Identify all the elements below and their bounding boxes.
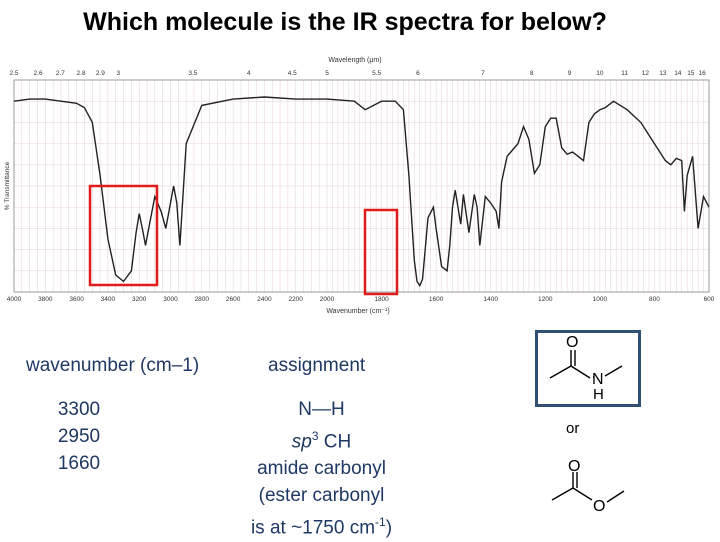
- top-tick-label: 16: [699, 70, 707, 77]
- bottom-tick-label: 3600: [69, 296, 84, 303]
- highlight-box-carbonyl: [363, 208, 399, 296]
- x-axis-label: Wavenumber (cm⁻¹): [326, 308, 389, 315]
- bottom-tick-label: 2000: [320, 296, 335, 303]
- amide-h-label: H: [593, 386, 604, 403]
- amide-structure: O N H: [549, 334, 623, 403]
- y-axis-label: % Transmittance: [4, 161, 11, 210]
- bottom-tick-label: 2800: [195, 296, 210, 303]
- assignment-sp3-prefix: sp: [291, 431, 312, 453]
- bottom-tick-label: 3200: [132, 296, 147, 303]
- spectrum-trace: [13, 96, 710, 288]
- assignment-sp3-suffix: CH: [318, 431, 352, 453]
- top-tick-label: 2.5: [9, 70, 18, 77]
- bottom-tick-label: 2600: [226, 296, 241, 303]
- assignment-ester-line2: is at ~1750 cm-1): [234, 509, 409, 541]
- top-tick-label: 9: [568, 70, 572, 77]
- top-tick-label: 4: [247, 70, 251, 77]
- top-tick-label: 5.5: [372, 70, 381, 77]
- bottom-tick-label: 1400: [483, 296, 498, 303]
- top-tick-label: 4.5: [288, 70, 297, 77]
- bottom-tick-label: 1800: [374, 296, 389, 303]
- bottom-tick-label: 3000: [163, 296, 178, 303]
- amide-n-label: N: [592, 371, 604, 388]
- top-tick-label: 2.9: [96, 70, 105, 77]
- bottom-tick-label: 3400: [101, 296, 116, 303]
- assignment-nh: N—H: [298, 399, 345, 420]
- assignment-sp3: sp3 CH: [234, 423, 409, 455]
- top-tick-label: 14: [674, 70, 682, 77]
- top-tick-label: 8: [530, 70, 534, 77]
- bottom-tick-label: 3800: [38, 296, 53, 303]
- slide-title: Which molecule is the IR spectra for bel…: [83, 8, 607, 36]
- top-axis-ticks: 2.5 2.6 2.7 2.8 2.9 3 3.5 4 4.5 5 5.5 6 7 8 9 10 11 12 13 1…: [9, 70, 706, 77]
- bottom-tick-label: 2400: [257, 296, 272, 303]
- assignment-sp3-sup: 3: [311, 429, 319, 443]
- top-tick-label: 6: [416, 70, 420, 77]
- ester-o-label: O: [593, 498, 605, 515]
- ester-structure: O O: [551, 458, 625, 515]
- top-tick-label: 10: [596, 70, 604, 77]
- assignment-ester-line1: (ester carbonyl: [258, 485, 385, 507]
- bottom-tick-label: 2200: [288, 296, 303, 303]
- top-tick-label: 13: [659, 70, 667, 77]
- assignment-amide: amide carbonyl: [257, 458, 386, 480]
- bottom-tick-label: 800: [649, 296, 660, 303]
- top-tick-label: 3.5: [188, 70, 197, 77]
- ester-o-top-label: O: [568, 458, 580, 475]
- bottom-tick-label: 1200: [538, 296, 553, 303]
- ir-spectrum-chart: Wavelength (μm) 2.5 2.6 2.7 2.8 2.9 3 3.5 4 4.5 5…: [4, 57, 715, 315]
- bottom-tick-label: 600: [704, 296, 715, 303]
- amide-molecule-box: [535, 330, 641, 407]
- wavenumber-list: 3300 2950 1660: [54, 396, 104, 477]
- top-tick-label: 15: [687, 70, 695, 77]
- top-tick-label: 2.8: [77, 70, 86, 77]
- top-tick-label: 3: [117, 70, 121, 77]
- top-tick-label: 2.7: [56, 70, 65, 77]
- top-tick-label: 7: [481, 70, 485, 77]
- assignment-ester-sup: -1: [375, 515, 386, 530]
- amide-o-label: O: [566, 334, 578, 351]
- assignment-ester-suffix: ): [385, 517, 393, 539]
- assignment-list: N—H sp3 CH amide carbonyl (ester carbony…: [234, 396, 409, 542]
- wavenumber-value: 3300: [57, 399, 101, 420]
- top-tick-label: 5: [325, 70, 329, 77]
- plot-frame: [13, 79, 710, 293]
- bottom-axis-ticks: 4000 3800 3600 3400 3200 3000 2800 2600 2400 2200…: [7, 296, 715, 303]
- wavenumber-value: 1660: [57, 453, 101, 474]
- bottom-tick-label: 1000: [593, 296, 608, 303]
- bottom-tick-label: 1600: [429, 296, 444, 303]
- highlight-box-nh-ch: [88, 184, 159, 287]
- wavenumber-value: 2950: [57, 426, 101, 447]
- top-axis-label: Wavelength (μm): [328, 57, 381, 64]
- bottom-tick-label: 4000: [7, 296, 22, 303]
- top-tick-label: 12: [642, 70, 650, 77]
- top-tick-label: 11: [621, 70, 628, 77]
- wavenumber-header: wavenumber (cm–1): [26, 355, 200, 376]
- top-tick-label: 2.6: [34, 70, 43, 77]
- assignment-ester-prefix: is at ~1750 cm: [250, 517, 376, 539]
- assignment-header: assignment: [268, 355, 366, 376]
- or-text: or: [566, 420, 580, 437]
